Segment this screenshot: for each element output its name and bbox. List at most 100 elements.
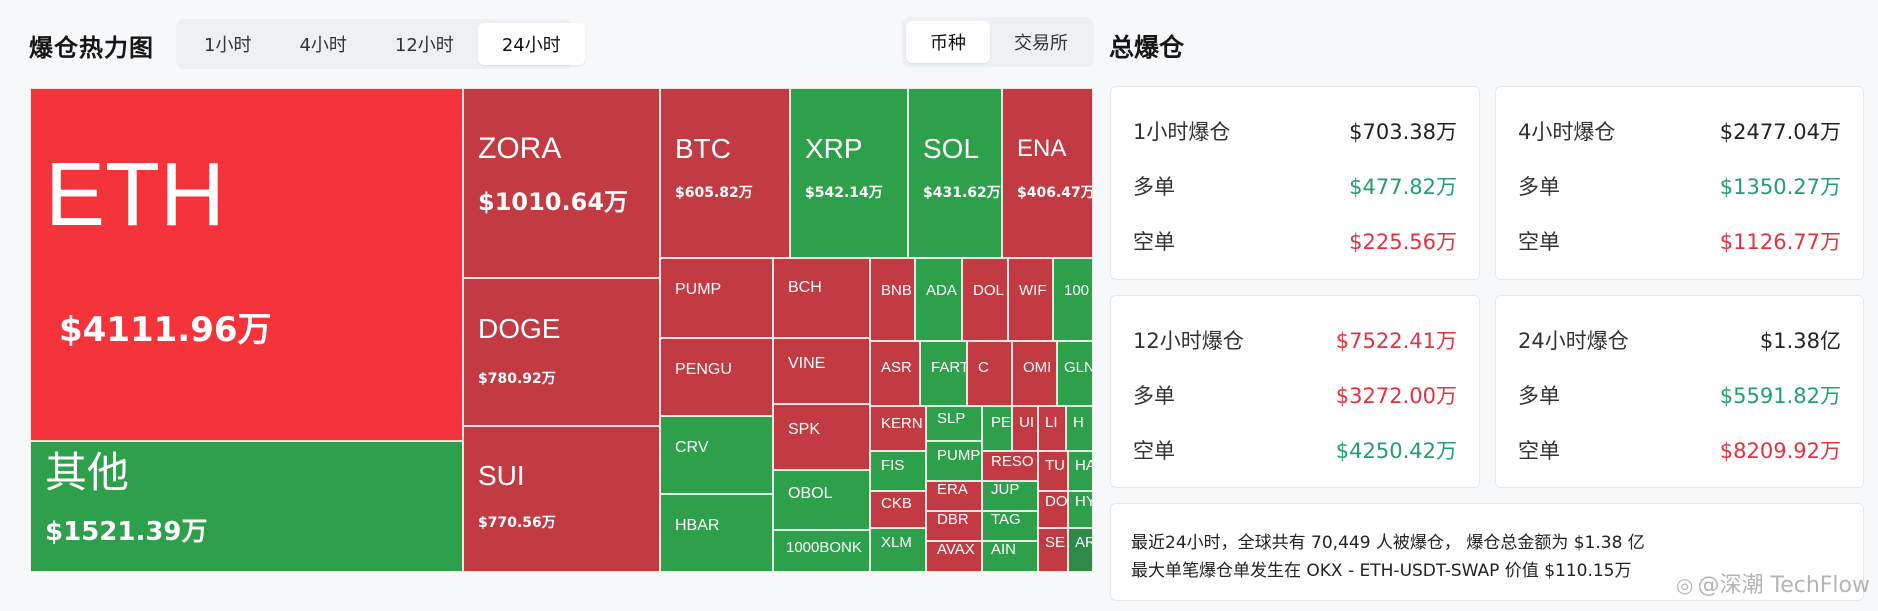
tile-symbol: SPK: [788, 421, 821, 438]
treemap-tile-0[interactable]: ETH $4111.96万: [30, 88, 463, 441]
tile-symbol: BNB: [881, 281, 912, 299]
tile-symbol: CRV: [675, 439, 709, 456]
treemap-tile-29[interactable]: SLP: [926, 406, 982, 441]
treemap-tile-38[interactable]: HA: [1068, 451, 1093, 491]
total-value: $703.38万: [1349, 120, 1457, 144]
treemap-tile-26[interactable]: OMI: [1012, 341, 1057, 406]
treemap-tile-35[interactable]: FIS: [870, 451, 926, 491]
treemap-tile-44[interactable]: DBR: [926, 511, 982, 541]
tile-symbol: ADA: [926, 281, 957, 299]
treemap-tile-9[interactable]: PUMP: [660, 258, 773, 338]
treemap-tile-30[interactable]: PE: [982, 406, 1012, 451]
treemap-tile-21[interactable]: WIF: [1008, 258, 1053, 341]
tile-symbol: FART: [931, 358, 967, 376]
tile-symbol: WIF: [1019, 281, 1047, 299]
weibo-icon: ◎: [1676, 573, 1694, 597]
long-value: $1350.27万: [1719, 175, 1841, 199]
tab-by-coin[interactable]: 币种: [906, 21, 990, 63]
treemap-tile-20[interactable]: DOL: [962, 258, 1008, 341]
treemap-tile-31[interactable]: UI: [1012, 406, 1038, 451]
tile-symbol: PUMP: [937, 446, 981, 464]
tile-symbol: BCH: [788, 279, 822, 296]
long-label: 多单: [1133, 175, 1175, 199]
treemap-tile-40[interactable]: JUP: [982, 481, 1038, 511]
summary-line-1: 最近24小时，全球共有 70,449 人被爆仓， 爆仓总金额为 $1.38 亿: [1131, 533, 1645, 553]
treemap-tile-1[interactable]: 其他 $1521.39万: [30, 441, 463, 572]
tile-symbol: 100: [1064, 281, 1090, 299]
tile-symbol: CKB: [881, 494, 912, 512]
treemap-tile-17[interactable]: 1000BONK: [773, 530, 870, 572]
tile-symbol: DOGE: [478, 313, 561, 344]
liquidation-summary: 最近24小时，全球共有 70,449 人被爆仓， 爆仓总金额为 $1.38 亿 …: [1110, 503, 1864, 601]
treemap-tile-16[interactable]: OBOL: [773, 470, 870, 530]
treemap-tile-2[interactable]: ZORA $1010.64万: [463, 88, 660, 278]
treemap-tile-8[interactable]: ENA $406.47万: [1002, 88, 1093, 258]
short-value: $8209.92万: [1719, 439, 1841, 463]
treemap-tile-7[interactable]: SOL $431.62万: [908, 88, 1002, 258]
tile-symbol: HY: [1075, 492, 1092, 510]
treemap-tile-49[interactable]: SE: [1038, 528, 1068, 572]
long-value: $477.82万: [1349, 175, 1457, 199]
treemap-tile-24[interactable]: FART: [920, 341, 967, 406]
treemap-tile-10[interactable]: PENGU: [660, 338, 773, 416]
treemap-tile-27[interactable]: GLN: [1057, 341, 1093, 406]
treemap-tile-22[interactable]: 100: [1053, 258, 1093, 341]
treemap-tile-19[interactable]: ADA: [915, 258, 962, 341]
tab-1h[interactable]: 1小时: [204, 35, 252, 56]
treemap-tile-47[interactable]: AVAX: [926, 541, 982, 572]
tile-value: $431.62万: [923, 185, 1001, 201]
long-value: $3272.00万: [1335, 384, 1457, 408]
treemap-tile-25[interactable]: C: [967, 341, 1012, 406]
short-label: 空单: [1133, 439, 1175, 463]
treemap-tile-23[interactable]: ASR: [870, 341, 920, 406]
tile-symbol: AIN: [991, 541, 1017, 558]
tile-symbol: VINE: [788, 355, 826, 372]
treemap-tile-5[interactable]: BTC $605.82万: [660, 88, 790, 258]
treemap-tile-33[interactable]: H: [1066, 406, 1093, 451]
tile-value: $1010.64万: [478, 188, 629, 216]
treemap-tile-48[interactable]: AIN: [982, 541, 1038, 572]
tile-symbol: 1000BONK: [786, 538, 862, 556]
tab-by-exchange[interactable]: 交易所: [1014, 33, 1068, 54]
page-title: 爆仓热力图: [29, 34, 154, 62]
treemap-tile-46[interactable]: XLM: [870, 528, 926, 572]
tile-symbol: ENA: [1017, 135, 1067, 162]
tab-12h[interactable]: 12小时: [394, 35, 454, 56]
tile-value: $542.14万: [805, 185, 883, 201]
treemap-tile-39[interactable]: ERA: [926, 481, 982, 511]
card-title: 1小时爆仓: [1133, 120, 1231, 144]
tab-4h[interactable]: 4小时: [299, 35, 347, 56]
tile-value: $4111.96万: [59, 310, 272, 350]
treemap-tile-13[interactable]: BCH: [773, 258, 870, 338]
treemap-tile-18[interactable]: BNB: [870, 258, 915, 341]
tile-symbol: ZORA: [478, 132, 562, 165]
tile-symbol: DBR: [937, 511, 969, 528]
group-mode-tabs: 币种 交易所: [902, 17, 1094, 67]
stats-card-1h: 1小时爆仓 $703.38万 多单 $477.82万 空单 $225.56万: [1110, 86, 1480, 280]
tile-symbol: OBOL: [788, 485, 833, 502]
treemap-tile-45[interactable]: TAG: [982, 511, 1038, 541]
tile-symbol: AVAX: [937, 541, 975, 558]
tab-24h[interactable]: 24小时: [477, 23, 585, 65]
treemap-tile-11[interactable]: CRV: [660, 416, 773, 494]
long-label: 多单: [1518, 384, 1560, 408]
treemap-tile-12[interactable]: HBAR: [660, 494, 773, 572]
treemap-tile-6[interactable]: XRP $542.14万: [790, 88, 908, 258]
treemap-tile-37[interactable]: TU: [1038, 451, 1068, 491]
treemap-tile-3[interactable]: DOGE $780.92万: [463, 278, 660, 426]
treemap-tile-41[interactable]: CKB: [870, 491, 926, 528]
treemap-tile-50[interactable]: AR: [1068, 528, 1093, 572]
treemap-tile-36[interactable]: RESO: [982, 451, 1038, 481]
tile-symbol: OMI: [1023, 358, 1052, 376]
treemap-tile-28[interactable]: KERN: [870, 406, 926, 451]
treemap-tile-42[interactable]: DO: [1038, 491, 1068, 528]
treemap-tile-4[interactable]: SUI $770.56万: [463, 426, 660, 572]
treemap-tile-34[interactable]: PUMP: [926, 441, 982, 481]
treemap-tile-43[interactable]: HY: [1068, 491, 1093, 528]
treemap-tile-32[interactable]: LI: [1038, 406, 1066, 451]
total-value: $1.38亿: [1759, 329, 1841, 353]
tile-value: $406.47万: [1017, 185, 1093, 201]
tile-symbol: HBAR: [675, 517, 720, 534]
treemap-tile-14[interactable]: VINE: [773, 338, 870, 404]
treemap-tile-15[interactable]: SPK: [773, 404, 870, 470]
